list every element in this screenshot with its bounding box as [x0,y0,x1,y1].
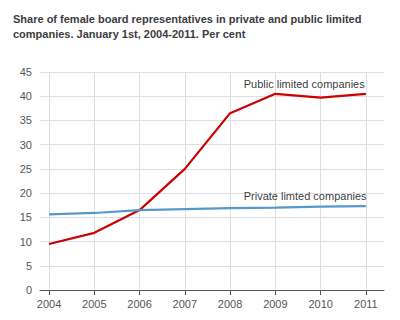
svg-text:30: 30 [20,139,32,151]
svg-text:2008: 2008 [218,298,242,310]
svg-text:companies. January 1st, 2004-2: companies. January 1st, 2004-2011. Per c… [13,28,246,40]
svg-text:Private limted companies: Private limted companies [244,190,367,202]
svg-text:10: 10 [20,236,32,248]
svg-text:40: 40 [20,90,32,102]
svg-text:2005: 2005 [82,298,106,310]
svg-text:25: 25 [20,163,32,175]
svg-text:20: 20 [20,187,32,199]
svg-text:Public limited companies: Public limited companies [244,78,366,90]
svg-text:2004: 2004 [37,298,61,310]
svg-text:35: 35 [20,114,32,126]
svg-text:15: 15 [20,211,32,223]
svg-text:Share of female board represen: Share of female board representatives in… [13,13,361,25]
svg-text:2010: 2010 [308,298,332,310]
svg-text:0: 0 [26,284,32,296]
svg-text:2007: 2007 [173,298,197,310]
svg-text:2006: 2006 [127,298,151,310]
svg-text:5: 5 [26,260,32,272]
svg-text:45: 45 [20,66,32,78]
svg-text:2009: 2009 [263,298,287,310]
svg-text:2011: 2011 [354,298,378,310]
